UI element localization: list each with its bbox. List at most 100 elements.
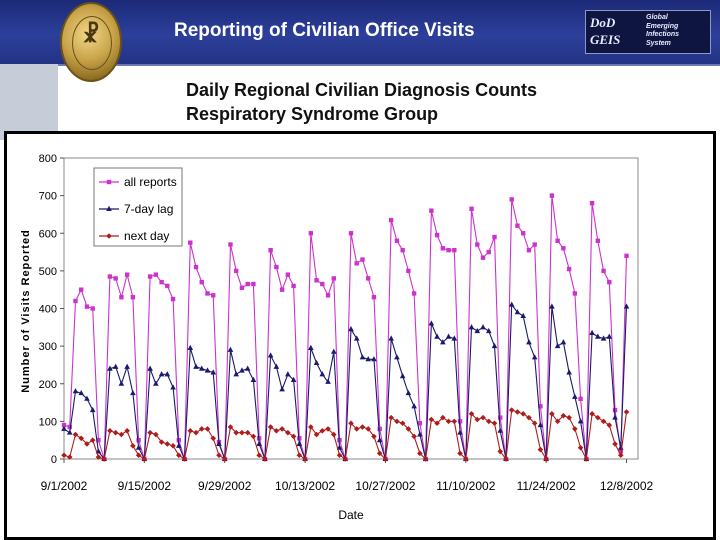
y-tick-label: 500 bbox=[39, 266, 57, 278]
y-tick-label: 400 bbox=[39, 304, 57, 316]
data-point bbox=[325, 293, 331, 298]
data-point bbox=[503, 456, 509, 462]
y-tick-label: 300 bbox=[39, 341, 57, 353]
data-point bbox=[233, 371, 239, 377]
subtitle-line-2: Respiratory Syndrome Group bbox=[186, 104, 439, 124]
data-point bbox=[509, 197, 514, 202]
data-point bbox=[205, 291, 210, 296]
data-point bbox=[181, 456, 188, 462]
data-point bbox=[89, 406, 96, 413]
data-point bbox=[72, 431, 79, 438]
data-point bbox=[221, 456, 228, 462]
data-point bbox=[279, 426, 285, 432]
data-point bbox=[475, 242, 480, 247]
y-tick-label: 800 bbox=[39, 153, 57, 165]
data-point bbox=[302, 456, 308, 462]
slide-title: Reporting of Civilian Office Visits bbox=[174, 20, 475, 41]
data-point bbox=[360, 257, 365, 262]
data-point bbox=[578, 396, 583, 401]
y-axis-label: Number of Visits Reported bbox=[20, 229, 32, 393]
data-point bbox=[422, 456, 429, 462]
data-point bbox=[577, 444, 584, 451]
data-point bbox=[66, 454, 73, 460]
data-point bbox=[376, 450, 383, 457]
data-point bbox=[325, 378, 331, 384]
data-point bbox=[239, 367, 245, 373]
data-point bbox=[491, 342, 498, 349]
data-point bbox=[520, 312, 526, 319]
data-point bbox=[107, 427, 113, 434]
data-point bbox=[445, 333, 452, 339]
data-point bbox=[520, 411, 526, 417]
data-point bbox=[256, 440, 262, 446]
data-point bbox=[118, 431, 125, 438]
data-point bbox=[446, 247, 451, 253]
data-point bbox=[526, 247, 532, 253]
data-point bbox=[244, 429, 251, 436]
data-point bbox=[130, 389, 136, 396]
data-point bbox=[485, 327, 492, 334]
data-point bbox=[434, 232, 440, 238]
data-point bbox=[434, 333, 440, 339]
data-point bbox=[606, 422, 613, 428]
data-point bbox=[624, 253, 629, 259]
data-point bbox=[96, 437, 101, 443]
data-point bbox=[198, 365, 205, 371]
data-point bbox=[330, 348, 337, 354]
data-point bbox=[296, 440, 303, 446]
data-point bbox=[497, 427, 504, 433]
data-point bbox=[274, 264, 279, 270]
data-point bbox=[228, 242, 233, 247]
data-point bbox=[491, 420, 498, 427]
data-point bbox=[165, 283, 170, 289]
data-point bbox=[314, 278, 319, 283]
data-point bbox=[474, 327, 481, 334]
data-point bbox=[371, 433, 377, 440]
data-point bbox=[354, 261, 359, 266]
data-point bbox=[399, 420, 406, 427]
data-point bbox=[469, 206, 474, 211]
y-tick-label: 0 bbox=[51, 454, 57, 466]
data-point bbox=[130, 295, 136, 300]
data-point bbox=[382, 456, 389, 462]
data-point bbox=[153, 272, 159, 277]
data-point bbox=[313, 359, 320, 366]
logo-word: Infections bbox=[646, 31, 680, 38]
data-point bbox=[353, 335, 360, 341]
data-point bbox=[348, 420, 354, 427]
chart-subtitle: Daily Regional Civilian Diagnosis Counts… bbox=[186, 78, 537, 126]
x-tick-label: 9/1/2002 bbox=[41, 479, 88, 493]
logo-word: Emerging bbox=[646, 22, 679, 30]
data-point bbox=[612, 414, 618, 420]
logo-word: Global bbox=[646, 14, 668, 21]
data-point bbox=[572, 426, 578, 432]
data-point bbox=[480, 414, 486, 421]
data-point bbox=[577, 418, 584, 424]
capitol-dome-image bbox=[0, 64, 58, 140]
data-point bbox=[107, 365, 113, 371]
data-point bbox=[617, 452, 624, 459]
data-point bbox=[176, 442, 182, 448]
data-point bbox=[164, 441, 171, 447]
data-point bbox=[561, 246, 566, 251]
data-point bbox=[227, 346, 234, 352]
data-point bbox=[251, 281, 256, 287]
data-point bbox=[417, 450, 423, 457]
data-point bbox=[566, 369, 572, 375]
data-point bbox=[227, 424, 234, 430]
data-point bbox=[285, 429, 291, 436]
x-tick-label: 9/15/2002 bbox=[118, 479, 172, 493]
data-point bbox=[417, 421, 423, 426]
data-point bbox=[67, 424, 72, 430]
data-point bbox=[187, 344, 194, 351]
data-point bbox=[61, 422, 67, 428]
data-point bbox=[560, 412, 567, 419]
data-point bbox=[124, 272, 130, 277]
data-point bbox=[480, 324, 486, 330]
data-point bbox=[572, 291, 578, 296]
data-point bbox=[405, 426, 412, 432]
data-point bbox=[589, 411, 595, 417]
data-point bbox=[244, 365, 251, 371]
data-point bbox=[388, 217, 394, 223]
